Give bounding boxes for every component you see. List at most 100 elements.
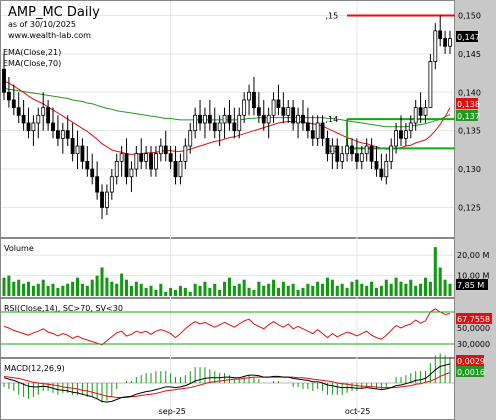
volume-bar bbox=[46, 285, 50, 296]
volume-bar bbox=[281, 281, 285, 296]
legend-rsi: RSI(Close,14), SC>70, SV<30 bbox=[4, 304, 123, 313]
volume-bar bbox=[267, 283, 271, 296]
candle-body bbox=[408, 122, 413, 132]
volume-bar bbox=[257, 281, 261, 296]
volume-bar bbox=[262, 285, 266, 296]
ema21-line bbox=[3, 80, 451, 156]
candle-body bbox=[119, 153, 124, 162]
volume-bar bbox=[379, 285, 383, 296]
volume-bar bbox=[428, 281, 432, 296]
rsi-tag-bg bbox=[456, 313, 492, 324]
ema70-tag: 0,137 bbox=[457, 112, 480, 121]
candle-body bbox=[271, 99, 276, 116]
candlesticks bbox=[2, 15, 452, 219]
volume-bar bbox=[26, 281, 31, 296]
volume-tag: 7,85 M bbox=[457, 281, 484, 290]
candle-body bbox=[222, 114, 227, 124]
candle-body bbox=[291, 107, 296, 124]
price-tick-label: 0,130 bbox=[458, 165, 481, 174]
volume-bar bbox=[247, 287, 251, 296]
volume-bar bbox=[340, 283, 344, 296]
volume-bar bbox=[306, 283, 310, 296]
volume-bar bbox=[232, 285, 236, 296]
volume-bar bbox=[144, 287, 148, 296]
volume-bar bbox=[105, 277, 109, 296]
candle-body bbox=[114, 160, 119, 178]
volume-bar bbox=[203, 281, 207, 296]
candle-body bbox=[75, 145, 80, 155]
candle-body bbox=[80, 145, 85, 162]
candle-body bbox=[354, 153, 359, 162]
candle-body bbox=[21, 114, 26, 124]
candle-body bbox=[237, 114, 242, 132]
as-of-date: as of 30/10/2025 bbox=[8, 20, 76, 29]
ema21-tag: 0,138 bbox=[457, 100, 480, 109]
candle-body bbox=[11, 99, 16, 109]
legend-volume: Volume bbox=[4, 244, 34, 253]
candle-body bbox=[6, 91, 11, 101]
candle-body bbox=[212, 122, 217, 132]
volume-bar bbox=[414, 285, 418, 296]
candle-body bbox=[438, 30, 443, 39]
candle-body bbox=[178, 160, 183, 178]
volume-bar bbox=[193, 283, 197, 296]
candle-body bbox=[100, 191, 104, 208]
volume-bar bbox=[296, 289, 300, 296]
volume-bar bbox=[227, 277, 231, 296]
volume-tick-label: 20,00 M bbox=[457, 251, 489, 260]
price-tick-label: 0,125 bbox=[458, 203, 481, 212]
candle-body bbox=[163, 145, 168, 155]
candle-body bbox=[188, 130, 193, 147]
candle-body bbox=[95, 176, 100, 193]
volume-bar bbox=[149, 285, 153, 296]
price-tick-label: 0,135 bbox=[458, 127, 481, 136]
candle-body bbox=[154, 153, 158, 170]
candle-body bbox=[242, 99, 247, 116]
volume-bar bbox=[360, 283, 364, 296]
ema70-tag-bg bbox=[456, 110, 478, 121]
candle-body bbox=[364, 145, 369, 155]
volume-bar bbox=[389, 283, 393, 296]
candle-body bbox=[423, 107, 428, 116]
volume-bar bbox=[208, 287, 212, 296]
volume-bar bbox=[404, 283, 408, 296]
volume-bar bbox=[399, 281, 403, 296]
volume-bar bbox=[56, 287, 60, 296]
ema70-line bbox=[3, 87, 451, 128]
gridlines bbox=[1, 1, 454, 419]
rsi-tick-label: 30,0000 bbox=[457, 340, 490, 349]
candle-body bbox=[41, 107, 46, 116]
level-annotation: ,15 bbox=[325, 12, 338, 21]
volume-bar bbox=[438, 267, 442, 296]
candle-body bbox=[389, 145, 394, 162]
volume-bars bbox=[2, 247, 452, 296]
volume-bar bbox=[159, 283, 163, 296]
candle-body bbox=[359, 153, 364, 162]
candle-body bbox=[256, 107, 261, 116]
volume-bar bbox=[51, 283, 55, 296]
volume-bar bbox=[252, 289, 256, 296]
candle-body bbox=[139, 153, 144, 162]
candle-body bbox=[149, 153, 153, 170]
volume-bar bbox=[110, 281, 114, 296]
candle-body bbox=[46, 107, 51, 124]
price-tick-label: 0,150 bbox=[458, 12, 481, 21]
legend-ema21: EMA(Close,21) bbox=[3, 48, 61, 57]
ema21-tag-bg bbox=[456, 98, 478, 109]
candle-body bbox=[55, 130, 60, 139]
volume-bar bbox=[276, 287, 280, 296]
volume-bar bbox=[311, 285, 315, 296]
volume-bar bbox=[213, 283, 217, 296]
volume-bar bbox=[129, 285, 133, 296]
candle-body bbox=[203, 114, 207, 124]
volume-bar bbox=[370, 281, 374, 296]
macd-signal-tag-bg bbox=[456, 366, 484, 377]
volume-bar bbox=[291, 283, 295, 296]
candle-body bbox=[16, 107, 21, 116]
volume-bar bbox=[419, 283, 423, 296]
candle-body bbox=[168, 153, 173, 162]
candle-body bbox=[330, 145, 335, 155]
volume-bar bbox=[154, 289, 158, 296]
volume-bar bbox=[80, 283, 84, 296]
last-price-tag-bg bbox=[456, 31, 478, 42]
